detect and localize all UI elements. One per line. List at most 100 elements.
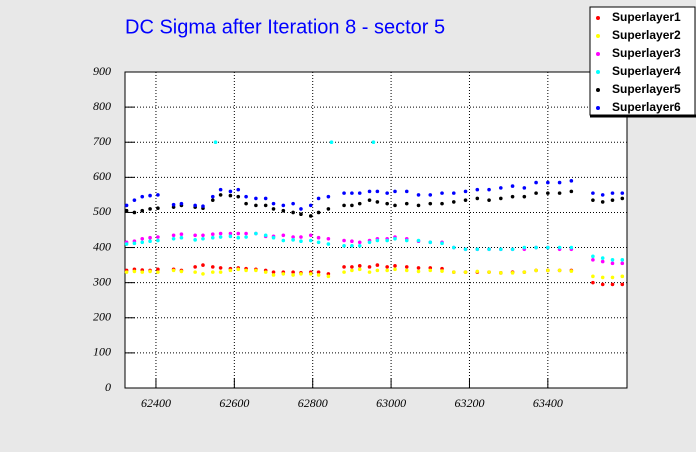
point [499, 247, 503, 252]
point [326, 207, 331, 211]
point [140, 240, 145, 245]
point [404, 268, 409, 273]
point [591, 254, 595, 259]
point [201, 272, 205, 276]
point [620, 191, 625, 195]
y-tick-label: 400 [93, 239, 111, 253]
point [600, 275, 605, 280]
point [367, 270, 372, 274]
point [600, 259, 605, 264]
point [342, 203, 346, 208]
point [263, 233, 268, 238]
point [236, 267, 241, 272]
point [404, 238, 409, 243]
point [140, 270, 145, 274]
point [210, 194, 215, 199]
y-tick-label: 700 [93, 134, 111, 148]
point [451, 245, 456, 250]
point [487, 187, 491, 192]
point [451, 191, 456, 195]
point [228, 189, 233, 194]
point [499, 271, 503, 275]
point [179, 201, 184, 206]
point [610, 275, 615, 280]
legend-label: Superlayer5 [612, 82, 681, 96]
point [291, 235, 295, 239]
point [557, 268, 562, 273]
point [271, 207, 276, 211]
point [620, 282, 625, 287]
point [308, 238, 313, 243]
point [610, 191, 615, 195]
point [254, 268, 258, 273]
point [534, 191, 538, 195]
point [591, 198, 595, 202]
point [254, 196, 258, 201]
point [428, 240, 433, 245]
point [132, 210, 137, 215]
point [546, 268, 550, 273]
point [342, 270, 346, 274]
point [308, 233, 313, 238]
point [236, 231, 241, 236]
point [557, 180, 562, 185]
point [316, 196, 321, 201]
point [308, 203, 313, 208]
point [342, 191, 346, 195]
point [510, 194, 515, 199]
point [620, 196, 625, 201]
point [475, 269, 480, 274]
point [367, 240, 372, 245]
point [416, 193, 421, 197]
point [281, 233, 286, 238]
point [291, 273, 295, 277]
legend-marker [596, 106, 600, 110]
point [299, 235, 303, 239]
point [463, 189, 468, 194]
point [148, 207, 152, 211]
point [193, 203, 197, 208]
point [375, 238, 380, 243]
point [193, 238, 197, 242]
point [124, 242, 129, 246]
point [375, 263, 380, 267]
point [218, 270, 223, 274]
point [171, 233, 176, 238]
point [350, 239, 354, 244]
point [148, 239, 152, 244]
point [610, 258, 615, 262]
point [236, 187, 241, 192]
point [210, 198, 215, 202]
point [385, 238, 389, 243]
point [440, 201, 444, 206]
point [510, 271, 515, 275]
point [156, 193, 160, 197]
x-tick-label: 63400 [533, 396, 563, 410]
point [428, 201, 433, 206]
point [600, 256, 605, 260]
point [193, 233, 197, 238]
point [385, 201, 389, 206]
point [291, 238, 295, 242]
point [326, 274, 331, 279]
legend-label: Superlayer1 [612, 10, 681, 24]
point [416, 203, 421, 208]
point [375, 268, 380, 273]
point [218, 231, 223, 236]
point [350, 203, 354, 208]
point [171, 236, 176, 241]
point [591, 280, 595, 285]
y-tick-label: 0 [105, 380, 111, 394]
point [218, 193, 223, 197]
point [299, 239, 303, 244]
point [171, 268, 176, 273]
point [148, 269, 152, 274]
point [342, 238, 346, 243]
y-tick-label: 600 [93, 169, 111, 183]
point [228, 234, 233, 239]
point [451, 270, 456, 274]
point [316, 240, 321, 245]
point [132, 269, 137, 274]
point [350, 191, 354, 195]
